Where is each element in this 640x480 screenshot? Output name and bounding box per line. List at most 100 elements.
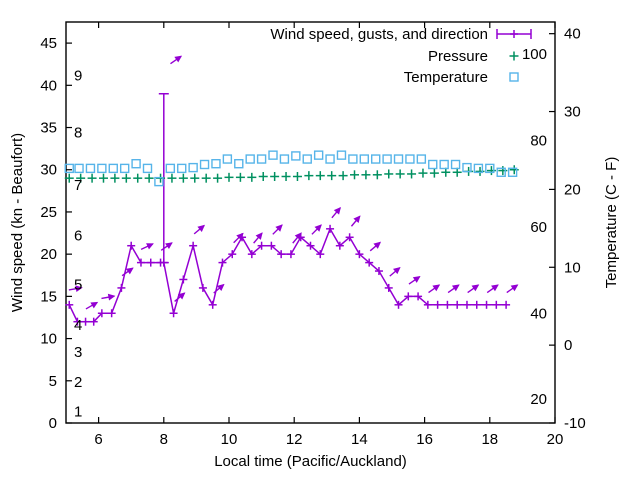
temperature-point — [64, 163, 74, 174]
wind-direction-arrow — [506, 284, 519, 294]
y-axis-title-text: Wind speed (kn - Beaufort) — [9, 133, 26, 312]
pressure-point — [292, 171, 302, 181]
wind-speed-point — [267, 241, 276, 250]
pressure-point — [76, 173, 86, 183]
y2-tick-label: -10 — [564, 415, 586, 432]
wind-speed-point — [179, 275, 188, 284]
legend-group[interactable]: Wind speed, gusts, and direction Pressure… — [270, 26, 532, 86]
beaufort-scale-label: 7 — [74, 177, 82, 194]
pressure-point — [64, 173, 74, 183]
wind-speed-point — [257, 241, 266, 250]
y-tick-label: 45 — [40, 35, 57, 52]
pressure-point — [441, 167, 451, 177]
wind-speed-point — [365, 258, 374, 267]
wind-direction-arrow — [121, 267, 134, 277]
pressure-point — [224, 172, 234, 182]
temperature-point — [416, 154, 427, 164]
beaufort-scale-label: 5 — [74, 277, 82, 294]
beaufort-scale-label: 9 — [74, 67, 82, 84]
x-tick-label: 14 — [351, 431, 368, 448]
pressure-point — [110, 173, 120, 183]
temperature-point — [393, 154, 404, 164]
pressure-point — [407, 169, 417, 179]
wind-speed-point — [443, 300, 452, 309]
wind-speed-point — [355, 250, 364, 259]
temperature-point — [382, 154, 392, 164]
wind-speed-point — [208, 300, 217, 309]
temperature-point — [450, 159, 461, 170]
temperature-point — [473, 163, 484, 174]
fahrenheit-scale-label: 40 — [530, 305, 547, 322]
y-tick-label: 35 — [40, 120, 57, 137]
beaufort-scale-label: 4 — [74, 317, 82, 334]
legend-wind-plus — [510, 30, 518, 38]
wind-speed-point — [198, 283, 207, 292]
pressure-point — [281, 171, 291, 181]
legend-label-pressure[interactable]: Pressure — [428, 48, 488, 65]
legend-label-temperature[interactable]: Temperature — [404, 69, 488, 86]
wind-speed-point — [374, 267, 383, 276]
pressure-point — [270, 171, 280, 181]
pressure-point — [247, 172, 257, 182]
pressure-point — [190, 173, 200, 183]
wind-speed-point — [394, 300, 403, 309]
wind-direction-arrow — [170, 55, 183, 65]
temperature-point — [496, 167, 506, 177]
pressure-point — [258, 171, 268, 181]
x-tick-label: 8 — [160, 431, 168, 448]
wind-direction-arrow — [486, 284, 499, 294]
pressure-point — [338, 171, 348, 181]
temperature-point — [302, 154, 312, 164]
wind-speed-point — [462, 300, 471, 309]
y2-tick-label: 40 — [564, 26, 581, 43]
fahrenheit-scale-label: 60 — [530, 219, 547, 236]
wind-speed-point — [482, 300, 491, 309]
wind-direction-arrow — [350, 215, 361, 227]
wind-direction-arrow — [140, 243, 154, 250]
beaufort-scale-label: 8 — [74, 125, 82, 142]
temperature-point — [507, 167, 518, 177]
temperature-point — [119, 163, 130, 174]
temperature-point — [199, 159, 210, 170]
wind-speed-point — [384, 283, 393, 292]
y-tick-label: 5 — [49, 373, 57, 390]
temperature-point — [439, 159, 449, 170]
wind-speed-line — [68, 227, 507, 323]
plot-border — [65, 21, 556, 424]
wind-speed-point — [326, 224, 335, 233]
beaufort-scale-label: 1 — [74, 403, 82, 420]
wind-direction-arrow — [160, 242, 173, 251]
legend-label-wind[interactable]: Wind speed, gusts, and direction — [270, 26, 488, 43]
wind-direction-arrow — [389, 267, 401, 277]
temperature-point — [108, 163, 118, 174]
beaufort-scale-label: 2 — [74, 374, 82, 391]
temperature-point — [154, 176, 164, 187]
temperature-point — [325, 154, 335, 164]
pressure-point — [350, 170, 360, 180]
wind-speed-point — [228, 250, 237, 259]
pressure-point — [498, 166, 508, 176]
pressure-point — [315, 171, 325, 181]
temperature-point — [359, 154, 369, 164]
wind-speed-point — [169, 309, 178, 318]
temperature-point — [188, 162, 198, 173]
x-tick-label: 20 — [547, 431, 564, 448]
wind-speed-point — [136, 258, 145, 267]
wind-direction-arrow — [101, 293, 116, 301]
pressure-point — [133, 173, 143, 183]
wind-speed-point — [117, 283, 126, 292]
wind-speed-point — [65, 300, 74, 309]
plot-frame-group — [65, 21, 556, 424]
wind-speed-point — [286, 250, 295, 259]
y-tick-label: 15 — [40, 288, 57, 305]
wind-direction-arrow — [213, 283, 225, 294]
x-tick-label: 6 — [94, 431, 102, 448]
temperature-point — [371, 154, 381, 164]
x-tick-label: 18 — [481, 431, 498, 448]
pressure-point — [144, 173, 154, 183]
wind-direction-arrow — [174, 292, 186, 302]
wind-direction-arrow — [272, 224, 283, 235]
pressure-point — [87, 173, 97, 183]
